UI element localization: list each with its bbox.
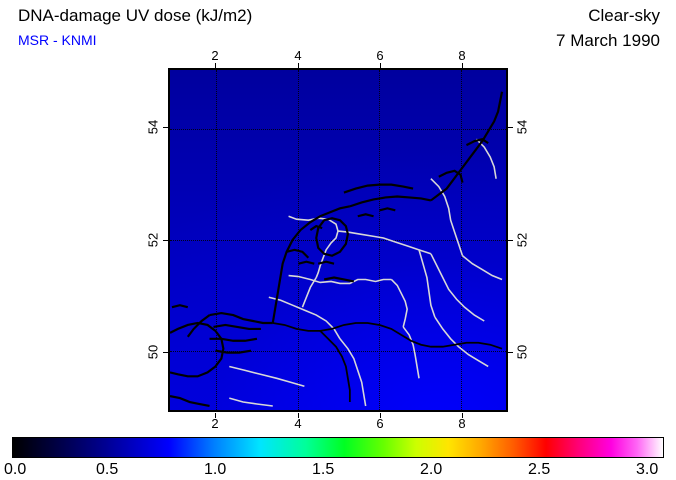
- axis-label-top-4: 4: [294, 48, 302, 63]
- tick-right-52: [508, 240, 513, 241]
- tick-bottom-2: [215, 413, 216, 418]
- page-title: DNA-damage UV dose (kJ/m2): [18, 6, 253, 25]
- tick-left-50: [163, 352, 168, 353]
- tick-bottom-6: [380, 413, 381, 418]
- map-geometry-overlay: [170, 91, 504, 408]
- axis-label-right-52: 52: [514, 232, 530, 248]
- axis-label-top-2: 2: [211, 48, 219, 63]
- coastline-layer: [170, 91, 504, 408]
- tick-top-6: [380, 63, 381, 68]
- gridline-lat-54: [170, 128, 506, 130]
- date-label: 7 March 1990: [556, 31, 660, 50]
- axis-label-bottom-4: 4: [294, 416, 302, 431]
- axis-label-right-54: 54: [514, 119, 530, 135]
- axis-label-bottom-8: 8: [458, 416, 466, 431]
- source-label: MSR - KNMI: [18, 32, 97, 48]
- tick-bottom-8: [462, 413, 463, 418]
- country-borders-layer: [229, 138, 503, 407]
- gridline-lat-52: [170, 239, 506, 241]
- axis-label-top-6: 6: [376, 48, 384, 63]
- tick-top-2: [215, 63, 216, 68]
- axis-label-left-54: 54: [145, 119, 161, 135]
- tick-right-50: [508, 352, 513, 353]
- uv-dose-map: [168, 68, 508, 412]
- axis-label-bottom-6: 6: [376, 416, 384, 431]
- colorbar-label-3-0: 3.0: [636, 461, 659, 478]
- tick-left-52: [163, 240, 168, 241]
- tick-bottom-4: [298, 413, 299, 418]
- axis-label-right-50: 50: [514, 344, 530, 360]
- axis-label-left-52: 52: [145, 232, 161, 248]
- colorbar-label-1-0: 1.0: [204, 461, 227, 478]
- colorbar-gradient: [12, 437, 664, 458]
- tick-top-8: [462, 63, 463, 68]
- sky-condition-label: Clear-sky: [588, 6, 660, 25]
- axis-label-top-8: 8: [458, 48, 466, 63]
- colorbar-label-2-5: 2.5: [528, 461, 551, 478]
- colorbar-label-0-0: 0.0: [4, 461, 27, 478]
- axis-label-left-50: 50: [145, 344, 161, 360]
- colorbar-label-2-0: 2.0: [420, 461, 443, 478]
- tick-top-4: [298, 63, 299, 68]
- axis-label-bottom-2: 2: [211, 416, 219, 431]
- colorbar: [12, 437, 664, 458]
- colorbar-label-1-5: 1.5: [312, 461, 335, 478]
- tick-left-54: [163, 127, 168, 128]
- tick-right-54: [508, 127, 513, 128]
- colorbar-label-0-5: 0.5: [96, 461, 119, 478]
